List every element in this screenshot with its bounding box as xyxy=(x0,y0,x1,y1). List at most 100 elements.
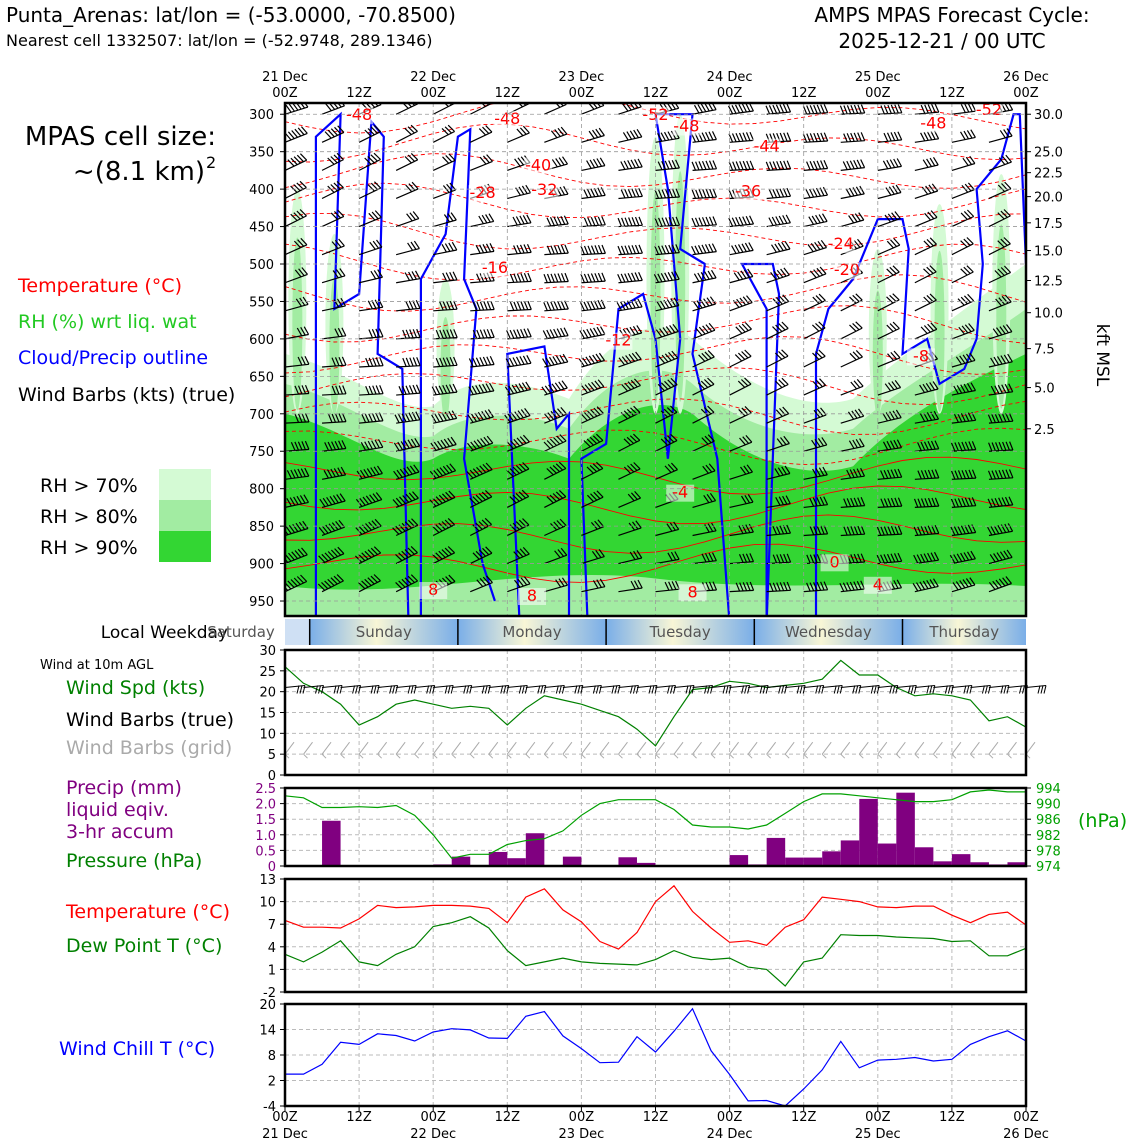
wind-barb-flag xyxy=(992,580,999,589)
wind-barb-flag xyxy=(839,105,845,115)
wind-barb-flag xyxy=(293,212,301,220)
wind-barb-flag xyxy=(811,439,818,449)
wind-barb-flag xyxy=(772,161,778,171)
wind-barb-flag xyxy=(847,411,855,420)
wind-barb-flag xyxy=(559,434,567,442)
wind-barb-flag xyxy=(632,433,641,441)
precip-bar xyxy=(322,820,341,866)
wind-barb-flag xyxy=(411,103,416,106)
temperature-label: -48 xyxy=(346,105,372,124)
bottom-time-tick: 12Z xyxy=(643,1110,669,1125)
precip-bar xyxy=(914,847,934,866)
wind-barb-flag xyxy=(741,243,747,252)
wind-barb-flag xyxy=(378,299,384,308)
wind-barb-flag xyxy=(896,158,903,167)
wind-barb-flag xyxy=(701,437,709,445)
wind-barb-flag xyxy=(987,414,993,424)
wind-barb-flag xyxy=(746,581,751,591)
wind-barb-flag xyxy=(1004,496,1010,506)
wind-barb-flag xyxy=(853,240,861,248)
wind-barb-flag xyxy=(521,382,528,391)
wind-barb-flag xyxy=(929,382,936,391)
wind-barb-flag xyxy=(467,414,474,423)
wind-barb-flag xyxy=(636,550,643,559)
precip-bar xyxy=(896,792,915,866)
wind-barb-flag xyxy=(330,156,338,164)
wind-barb-flag xyxy=(356,470,363,479)
wind-barb-flag xyxy=(1008,412,1014,422)
wind-barb-flag xyxy=(742,436,750,444)
wind-barb-flag xyxy=(583,440,591,448)
wind-barb-flag xyxy=(341,327,347,337)
wind-barb-flag xyxy=(444,243,451,252)
wind-barb-flag xyxy=(921,186,929,195)
wind-barb-flag xyxy=(971,469,977,479)
wind-barb-flag xyxy=(482,547,490,556)
legend-temperature: Temperature (°C) xyxy=(17,275,182,297)
wind-barb-flag xyxy=(636,325,643,334)
wind-barb-flag xyxy=(886,440,892,450)
wind-barb-flag xyxy=(786,553,792,563)
wind-barb-flag xyxy=(927,104,933,114)
wind-barb-flag xyxy=(779,525,785,535)
wind-barb-flag xyxy=(586,301,592,310)
grid-barb-flag xyxy=(562,753,568,759)
wind-barb-flag xyxy=(739,582,744,592)
wind-barb-flag xyxy=(917,526,922,536)
wind-barb-flag xyxy=(633,299,640,308)
wind-barb-flag xyxy=(296,576,305,584)
temperature-label: 4 xyxy=(873,575,883,594)
wind-barb-flag xyxy=(1003,550,1010,559)
wind-barb-flag xyxy=(812,381,820,389)
temperature-contour xyxy=(285,274,1026,312)
wind-barb-flag xyxy=(966,353,973,362)
height-tick-label: 20.0 xyxy=(1034,191,1063,206)
wind-barb-flag xyxy=(451,241,458,251)
wind-barb-flag xyxy=(963,266,971,274)
wind-barb-flag xyxy=(296,154,304,163)
wind-barb-flag xyxy=(657,273,663,283)
wind-barb-flag xyxy=(704,103,710,112)
grid-barb xyxy=(340,741,350,755)
wind-barb-flag xyxy=(848,215,855,224)
wind-barb-flag xyxy=(963,130,970,140)
wind-barb-flag xyxy=(560,244,566,254)
wind-barb-flag xyxy=(393,442,400,451)
top-date-label: 21 Dec xyxy=(262,70,308,85)
wind-barb-flag xyxy=(738,132,744,142)
wind-barb-flag xyxy=(560,327,566,337)
rh-legend-swatch xyxy=(159,531,211,562)
wind-barb-flag xyxy=(374,518,382,527)
wind-barb-flag xyxy=(964,183,972,192)
wind-barb-flag xyxy=(373,466,380,475)
wind-barb-flag xyxy=(857,104,862,114)
wind-barb-flag xyxy=(889,323,897,331)
wind-barb-flag xyxy=(698,326,706,335)
wind-barb-flag xyxy=(370,270,377,280)
grid-barb xyxy=(599,741,610,755)
temperature-label-bg xyxy=(530,182,559,200)
wind-barb-flag xyxy=(926,158,932,167)
wind-barb-flag xyxy=(526,214,532,224)
wind-barb-flag xyxy=(775,324,783,332)
wind-barb-flag xyxy=(476,439,484,448)
grid-barb xyxy=(692,741,702,755)
wind-barb-flag xyxy=(660,273,666,282)
wind-barb-flag xyxy=(775,104,781,114)
wind-barb-flag xyxy=(397,413,404,423)
grid-barb xyxy=(840,741,851,755)
wind-barb-flag xyxy=(398,552,406,560)
surface-barb-flag xyxy=(635,685,639,694)
wind-barb-flag xyxy=(963,552,970,561)
wind-barb-flag xyxy=(601,244,606,254)
wind-barb-flag xyxy=(596,326,603,336)
wind-barb-flag xyxy=(481,410,488,420)
wind-barb-flag xyxy=(953,414,959,423)
wind-barb-flag xyxy=(929,157,936,167)
wind-barb-flag xyxy=(964,497,970,507)
wind-barb-flag xyxy=(740,379,749,387)
wind-barb-flag xyxy=(1038,327,1043,335)
surface-barb-flag xyxy=(728,685,732,694)
wind-barb-flag xyxy=(742,582,748,591)
surface-barb-flag xyxy=(895,685,899,694)
